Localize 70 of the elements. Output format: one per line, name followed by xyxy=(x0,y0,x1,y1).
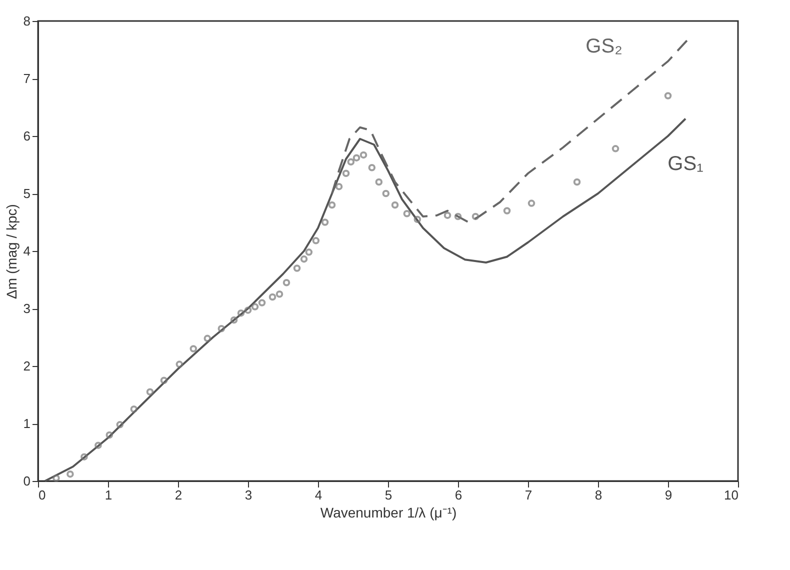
x-tick-label: 2 xyxy=(174,488,182,502)
y-tick-label: 7 xyxy=(23,71,30,86)
y-tick-label: 5 xyxy=(23,186,30,201)
y-tick-label: 6 xyxy=(23,128,30,144)
x-tick-label: 8 xyxy=(594,488,602,502)
point xyxy=(414,216,422,224)
point xyxy=(237,309,245,317)
point xyxy=(573,178,581,186)
point xyxy=(375,178,383,186)
point xyxy=(300,255,308,263)
point xyxy=(305,248,313,256)
point xyxy=(251,303,259,310)
point xyxy=(347,158,355,166)
y-tick-label: 4 xyxy=(23,244,30,258)
y-axis-title: Δm (mag / kpc) xyxy=(3,204,20,299)
x-tick-label: 10 xyxy=(724,488,738,502)
y-tick-label: 2 xyxy=(23,358,30,374)
point xyxy=(382,190,390,198)
x-tick-label: 1 xyxy=(104,488,112,502)
point xyxy=(106,431,114,439)
point xyxy=(116,421,124,428)
point xyxy=(335,182,343,190)
point xyxy=(190,345,198,352)
y-tick-label: 0 xyxy=(23,474,30,488)
point xyxy=(321,218,329,226)
point xyxy=(282,278,290,286)
x-tick-label: 5 xyxy=(384,488,392,502)
point xyxy=(454,212,462,220)
point xyxy=(268,293,276,301)
point xyxy=(472,212,480,220)
point xyxy=(52,474,60,482)
point xyxy=(204,334,212,342)
point xyxy=(293,264,301,272)
point xyxy=(258,299,266,306)
point xyxy=(244,306,252,314)
point xyxy=(160,376,168,384)
point xyxy=(664,92,672,100)
x-tick-label: 7 xyxy=(524,488,532,502)
point xyxy=(444,212,452,219)
point xyxy=(368,164,376,172)
series-label: GS₂ xyxy=(586,35,622,58)
point xyxy=(391,201,399,209)
point xyxy=(360,151,368,159)
point xyxy=(80,453,88,460)
point xyxy=(130,405,138,413)
x-axis-title: Wavenumber 1/λ (μ⁻¹) xyxy=(320,504,457,520)
x-tick-label: 3 xyxy=(244,488,252,502)
point xyxy=(503,207,511,214)
y-tick-label: 8 xyxy=(23,14,30,28)
x-tick-label: 0 xyxy=(38,488,46,502)
point xyxy=(276,290,284,298)
point xyxy=(312,237,320,244)
point xyxy=(403,210,411,218)
point xyxy=(342,170,350,178)
point xyxy=(146,388,154,396)
point xyxy=(328,201,336,209)
x-tick-label: 6 xyxy=(454,488,462,502)
point xyxy=(612,145,620,152)
point xyxy=(94,442,102,449)
point xyxy=(352,154,360,162)
point xyxy=(528,200,536,207)
y-tick-label: 3 xyxy=(23,301,30,316)
y-tick-label: 1 xyxy=(23,416,30,431)
point xyxy=(218,324,226,332)
x-tick-label: 9 xyxy=(664,488,672,502)
point xyxy=(230,316,238,324)
series-label: GS₁ xyxy=(668,152,704,175)
point xyxy=(176,360,184,368)
x-tick-label: 4 xyxy=(314,488,322,502)
point xyxy=(66,470,74,478)
